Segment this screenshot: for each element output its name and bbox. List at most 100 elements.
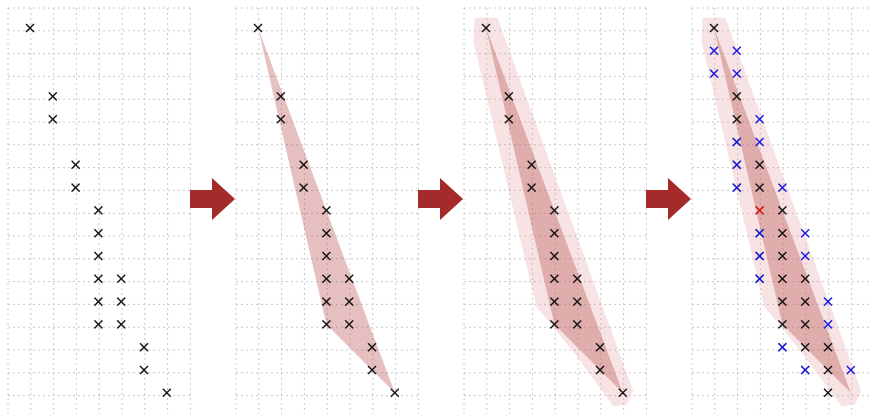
black-x-marker [777, 297, 787, 307]
blue-x-marker [846, 365, 856, 375]
black-x-marker [777, 251, 787, 261]
black-x-marker [823, 365, 833, 375]
black-x-marker [276, 91, 286, 101]
black-x-marker [777, 319, 787, 329]
black-x-marker [321, 274, 331, 284]
black-x-marker [344, 319, 354, 329]
black-x-marker [777, 274, 787, 284]
black-x-marker [595, 342, 605, 352]
black-x-marker [549, 205, 559, 215]
black-x-marker [321, 319, 331, 329]
blue-x-marker [709, 69, 719, 79]
black-x-marker [321, 251, 331, 261]
black-x-marker [527, 160, 537, 170]
black-x-marker [25, 23, 35, 33]
black-x-marker [549, 251, 559, 261]
blue-x-marker [800, 251, 810, 261]
black-x-marker [481, 23, 491, 33]
black-x-marker [48, 114, 58, 124]
blue-x-marker [823, 319, 833, 329]
black-x-marker [390, 388, 400, 398]
panel-buffered-hull [463, 7, 648, 414]
black-x-marker [321, 228, 331, 238]
black-x-marker [549, 274, 559, 284]
black-x-marker [800, 342, 810, 352]
dotted-grid [463, 7, 648, 414]
black-x-marker [299, 183, 309, 193]
blue-x-marker [777, 183, 787, 193]
black-x-marker [709, 23, 719, 33]
black-x-marker [116, 274, 126, 284]
black-x-marker [93, 274, 103, 284]
red-x-marker [755, 205, 765, 215]
blue-x-marker [732, 160, 742, 170]
black-x-marker [572, 297, 582, 307]
black-x-marker [367, 342, 377, 352]
blue-x-marker [800, 228, 810, 238]
blue-x-marker [777, 342, 787, 352]
black-x-marker [732, 114, 742, 124]
blue-x-marker [732, 183, 742, 193]
blue-x-marker [755, 274, 765, 284]
arrow-1 [190, 178, 235, 220]
black-x-marker [93, 228, 103, 238]
blue-x-marker [732, 137, 742, 147]
black-x-marker [800, 274, 810, 284]
black-x-marker [777, 228, 787, 238]
black-x-marker [344, 274, 354, 284]
black-x-marker [595, 365, 605, 375]
blue-x-marker [732, 69, 742, 79]
black-x-marker [823, 342, 833, 352]
dotted-grid [691, 7, 869, 414]
black-x-marker [755, 160, 765, 170]
black-x-marker [344, 297, 354, 307]
blue-x-marker [755, 251, 765, 261]
black-x-marker [572, 319, 582, 329]
black-x-marker [572, 274, 582, 284]
black-x-marker [732, 91, 742, 101]
black-x-marker [71, 160, 81, 170]
black-x-marker [504, 91, 514, 101]
black-x-marker [162, 388, 172, 398]
black-x-marker [253, 23, 263, 33]
black-x-marker [139, 342, 149, 352]
black-x-marker [299, 160, 309, 170]
blue-x-marker [755, 114, 765, 124]
black-x-marker [755, 183, 765, 193]
blue-x-marker [732, 46, 742, 56]
black-x-marker [93, 297, 103, 307]
black-x-marker [367, 365, 377, 375]
arrow-2 [418, 178, 463, 220]
black-x-marker [71, 183, 81, 193]
black-x-marker [93, 251, 103, 261]
black-x-marker [116, 297, 126, 307]
black-x-marker [93, 205, 103, 215]
black-x-marker [527, 183, 537, 193]
blue-x-marker [800, 365, 810, 375]
arrow-3 [646, 178, 691, 220]
panel-filled-cells [691, 7, 869, 414]
black-x-marker [777, 205, 787, 215]
black-x-marker [618, 388, 628, 398]
black-x-marker [93, 319, 103, 329]
black-x-marker [549, 297, 559, 307]
black-x-marker [549, 228, 559, 238]
black-x-marker [116, 319, 126, 329]
black-x-marker [549, 319, 559, 329]
black-x-marker [321, 297, 331, 307]
black-x-marker [800, 297, 810, 307]
blue-x-marker [823, 297, 833, 307]
blue-x-marker [755, 228, 765, 238]
panel-convex-hull [235, 7, 420, 414]
black-x-marker [800, 319, 810, 329]
black-x-marker [48, 91, 58, 101]
black-x-marker [504, 114, 514, 124]
black-x-marker [139, 365, 149, 375]
panel-points [7, 7, 192, 414]
black-x-marker [823, 388, 833, 398]
black-x-marker [321, 205, 331, 215]
blue-x-marker [755, 137, 765, 147]
dotted-grid [235, 7, 420, 414]
black-x-marker [276, 114, 286, 124]
